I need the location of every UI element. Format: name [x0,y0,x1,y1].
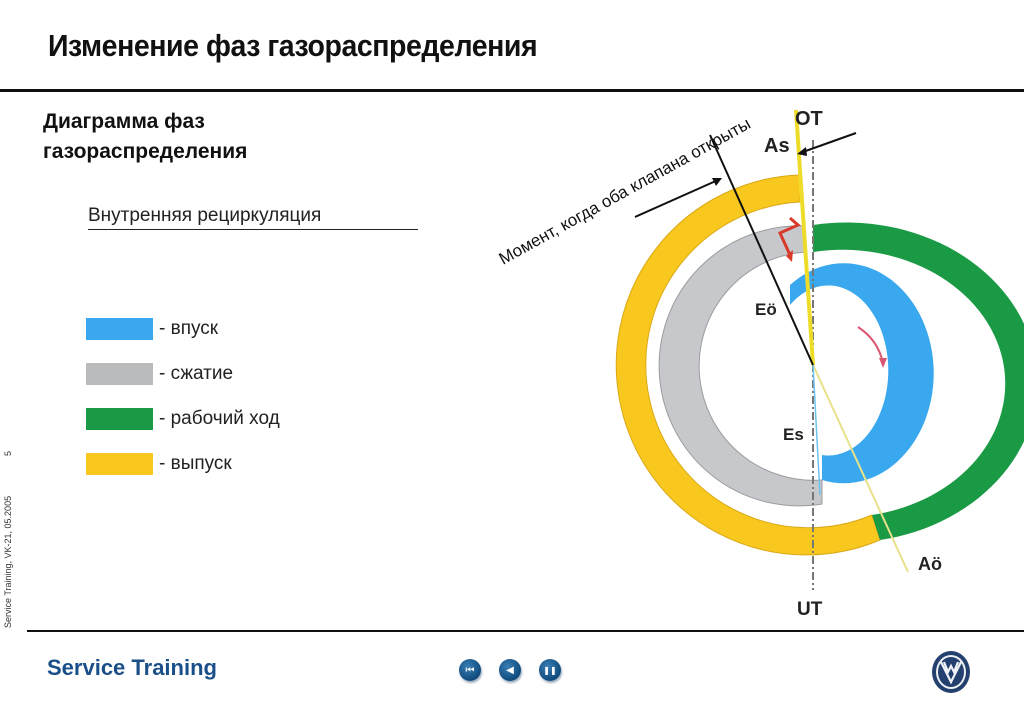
legend-label: - впуск [159,317,219,339]
footer-divider [27,630,1024,632]
source-note: Service Training, VK-21, 05.2005 [3,495,13,628]
compression-swatch [86,362,153,385]
legend-label: - рабочий ход [159,407,280,429]
pause-button[interactable]: ❚❚ [539,659,561,681]
header-divider [0,89,1024,92]
pause-icon: ❚❚ [543,665,557,675]
recirculation-arrow-icon [778,216,801,256]
previous-slide-button[interactable]: ◀ [499,659,521,681]
legend-item-intake: - впуск [86,306,280,351]
vw-logo-icon [932,651,970,693]
previous-icon: ◀ [506,664,514,676]
valve-timing-diagram: Момент, когда оба клапана открыты OT As … [496,108,1024,620]
compression-arc [658,225,823,507]
page-number: 5 [3,450,13,456]
label-es: Es [783,425,804,444]
first-slide-button[interactable]: ⏮ [459,659,481,681]
page-title: Изменение фаз газораспределения [48,28,538,63]
label-ao: Aö [918,554,942,574]
subtitle-line-1: Диаграмма фаз [43,110,205,133]
intake-arc [790,263,934,484]
exhaust-close-line [794,109,815,366]
legend: - впуск - сжатие - рабочий ход - выпуск [86,306,280,486]
intake-close-line [812,364,821,496]
label-as: As [764,135,790,157]
recirculation-label: Внутренняя рециркуляция [88,205,418,230]
legend-label: - сжатие [159,362,234,384]
legend-item-compression: - сжатие [86,351,280,396]
legend-item-power: - рабочий ход [86,396,280,441]
power-swatch [86,407,153,430]
legend-item-exhaust: - выпуск [86,441,280,486]
subtitle-line-2: газораспределения [43,140,248,163]
rotation-arrow-icon [857,326,884,364]
exhaust-swatch [86,452,153,475]
intake-open-line [709,134,814,366]
label-ut: UT [797,599,823,620]
intake-swatch [86,317,153,340]
exhaust-arc [615,174,881,556]
exhaust-open-line [812,364,909,573]
label-ot: OT [795,108,823,130]
annotation-text: Момент, когда оба клапана открыты [496,114,754,269]
diagram-subtitle: Диаграмма фаз газораспределения [43,107,247,167]
first-slide-icon: ⏮ [465,664,475,676]
legend-label: - выпуск [159,452,232,474]
footer-brand: Service Training [47,655,217,680]
label-eo: Eö [755,300,777,319]
